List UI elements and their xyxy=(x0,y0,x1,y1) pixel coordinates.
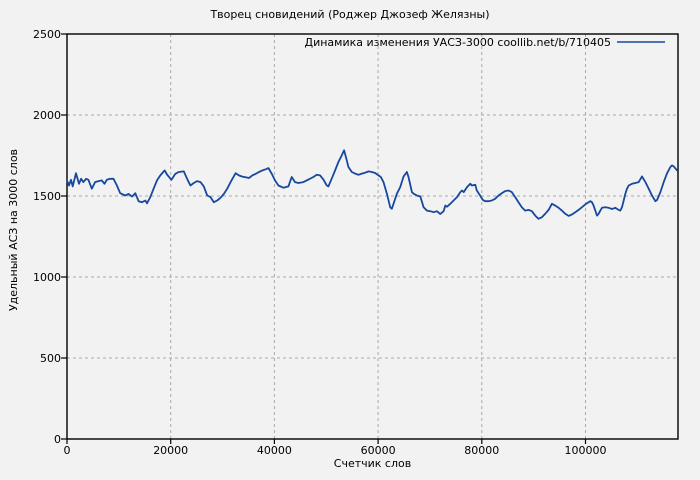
y-tick-label: 2500 xyxy=(33,27,61,41)
x-tick-label: 0 xyxy=(63,444,71,457)
plot-border xyxy=(66,33,679,440)
y-tick-label: 0 xyxy=(54,432,61,446)
chart-title: Творец сновидений (Роджер Джозеф Желязны… xyxy=(210,8,490,21)
legend-label: Динамика изменения УАСЗ-3000 coollib.net… xyxy=(304,35,612,49)
y-tick-label: 1500 xyxy=(33,189,61,203)
x-tick-label: 40000 xyxy=(256,444,292,457)
x-tick-label: 60000 xyxy=(360,444,396,457)
y-tick-label: 500 xyxy=(40,351,61,365)
x-tick-label: 100000 xyxy=(564,444,607,457)
x-axis-title: Счетчик слов xyxy=(333,457,412,470)
y-tick-label: 1000 xyxy=(33,270,61,284)
legend: Динамика изменения УАСЗ-3000 coollib.net… xyxy=(304,35,665,49)
data-line xyxy=(66,149,678,220)
x-tick-label: 20000 xyxy=(153,444,189,457)
legend-line-sample-icon xyxy=(617,41,665,43)
x-tick-label: 80000 xyxy=(464,444,500,457)
y-tick-label: 2000 xyxy=(33,108,61,122)
